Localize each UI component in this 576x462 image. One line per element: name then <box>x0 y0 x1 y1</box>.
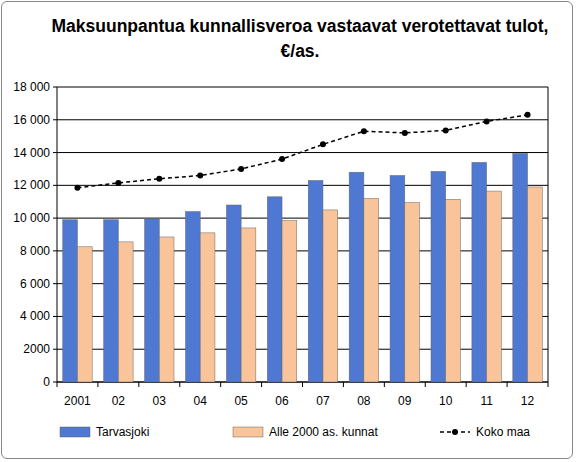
line-marker <box>484 118 490 124</box>
x-tick <box>302 382 303 387</box>
bar <box>364 198 379 382</box>
y-tick <box>53 349 57 350</box>
data-marks <box>63 112 543 382</box>
y-tick <box>53 152 57 153</box>
bar <box>241 228 256 382</box>
y-tick-label: 18 000 <box>13 80 50 94</box>
x-tick-label: 10 <box>439 394 453 408</box>
y-tick-label: 16 000 <box>13 113 50 127</box>
x-tick <box>548 382 549 387</box>
x-tick <box>466 382 467 387</box>
bar <box>513 153 528 382</box>
plot-area <box>57 87 548 382</box>
plot: 0 2000 4 000 6 000 8 000 10 000 12 000 14 000 16… <box>0 0 576 462</box>
bar <box>77 247 92 382</box>
line-marker <box>197 173 203 179</box>
line-marker <box>402 130 408 136</box>
x-tick-label: 09 <box>398 394 412 408</box>
line-marker <box>361 128 367 134</box>
chart: Maksuunpantua kunnallisveroa vastaavat v… <box>0 0 576 462</box>
line-marker <box>238 166 244 172</box>
y-tick-label: 14 000 <box>13 146 50 160</box>
bar <box>145 219 160 382</box>
bar <box>159 237 174 382</box>
x-tick-label: 11 <box>480 394 493 408</box>
y-tick-label: 10 000 <box>13 211 50 225</box>
line-marker <box>156 176 162 182</box>
y-tick <box>53 218 57 219</box>
line-marker <box>320 141 326 147</box>
y-tick-label: 12 000 <box>13 178 50 192</box>
grid-line <box>57 152 548 153</box>
bar <box>487 191 502 382</box>
bar <box>405 203 420 382</box>
bar <box>390 176 405 383</box>
y-tick-label: 4 000 <box>20 309 50 323</box>
y-tick <box>53 250 57 251</box>
bar <box>200 233 215 382</box>
x-tick-label: 02 <box>112 394 126 408</box>
line-marker <box>525 112 531 118</box>
bar <box>349 172 364 382</box>
bar <box>267 197 282 382</box>
title: Maksuunpantua kunnallisveroa vastaavat v… <box>50 14 550 64</box>
x-tick <box>261 382 262 387</box>
bar <box>226 205 241 382</box>
bar <box>323 210 338 382</box>
x-tick <box>384 382 385 387</box>
grid-line <box>57 87 548 88</box>
x-tick-label: 04 <box>194 394 208 408</box>
legend-label: Alle 2000 as. kunnat <box>269 425 378 439</box>
x-tick <box>138 382 139 387</box>
y-axis <box>57 87 58 382</box>
line-marker <box>74 185 80 191</box>
x-tick <box>220 382 221 387</box>
bar <box>308 180 323 382</box>
y-tick-label: 6 000 <box>20 277 50 291</box>
legend-swatch <box>60 427 90 437</box>
x-tick-label: 12 <box>521 394 535 408</box>
x-tick-label: 05 <box>234 394 248 408</box>
line <box>77 115 527 188</box>
bar <box>431 171 446 382</box>
line-marker <box>279 156 285 162</box>
plot-right-edge <box>548 87 549 382</box>
x-tick-label: 2001 <box>64 394 91 408</box>
legend-marker <box>452 429 458 435</box>
line-marker <box>443 127 449 133</box>
legend-label: Koko maa <box>476 425 530 439</box>
bar <box>104 220 119 382</box>
y-tick <box>53 87 57 88</box>
line-marker <box>115 180 121 186</box>
legend-label: Tarvasjoki <box>96 425 149 439</box>
x-tick-label: 06 <box>275 394 289 408</box>
bar <box>446 199 461 382</box>
x-tick <box>57 382 58 387</box>
x-tick <box>97 382 98 387</box>
bar <box>118 242 133 382</box>
bar <box>185 212 200 382</box>
x-tick <box>179 382 180 387</box>
y-tick <box>53 283 57 284</box>
y-tick <box>53 185 57 186</box>
x-tick <box>343 382 344 387</box>
x-tick-label: 08 <box>357 394 371 408</box>
y-tick <box>53 382 57 383</box>
y-tick-label: 8 000 <box>20 244 50 258</box>
x-tick-label: 07 <box>316 394 330 408</box>
y-tick <box>53 316 57 317</box>
bar <box>282 221 297 382</box>
bar <box>472 162 487 382</box>
y-tick <box>53 119 57 120</box>
y-tick-label: 0 <box>43 375 50 389</box>
y-tick-label: 2000 <box>23 342 50 356</box>
x-tick <box>507 382 508 387</box>
x-tick <box>425 382 426 387</box>
legend-swatch <box>233 427 263 437</box>
x-tick-label: 03 <box>153 394 167 408</box>
bar <box>63 220 78 382</box>
grid-line <box>57 119 548 120</box>
bar <box>528 187 543 382</box>
